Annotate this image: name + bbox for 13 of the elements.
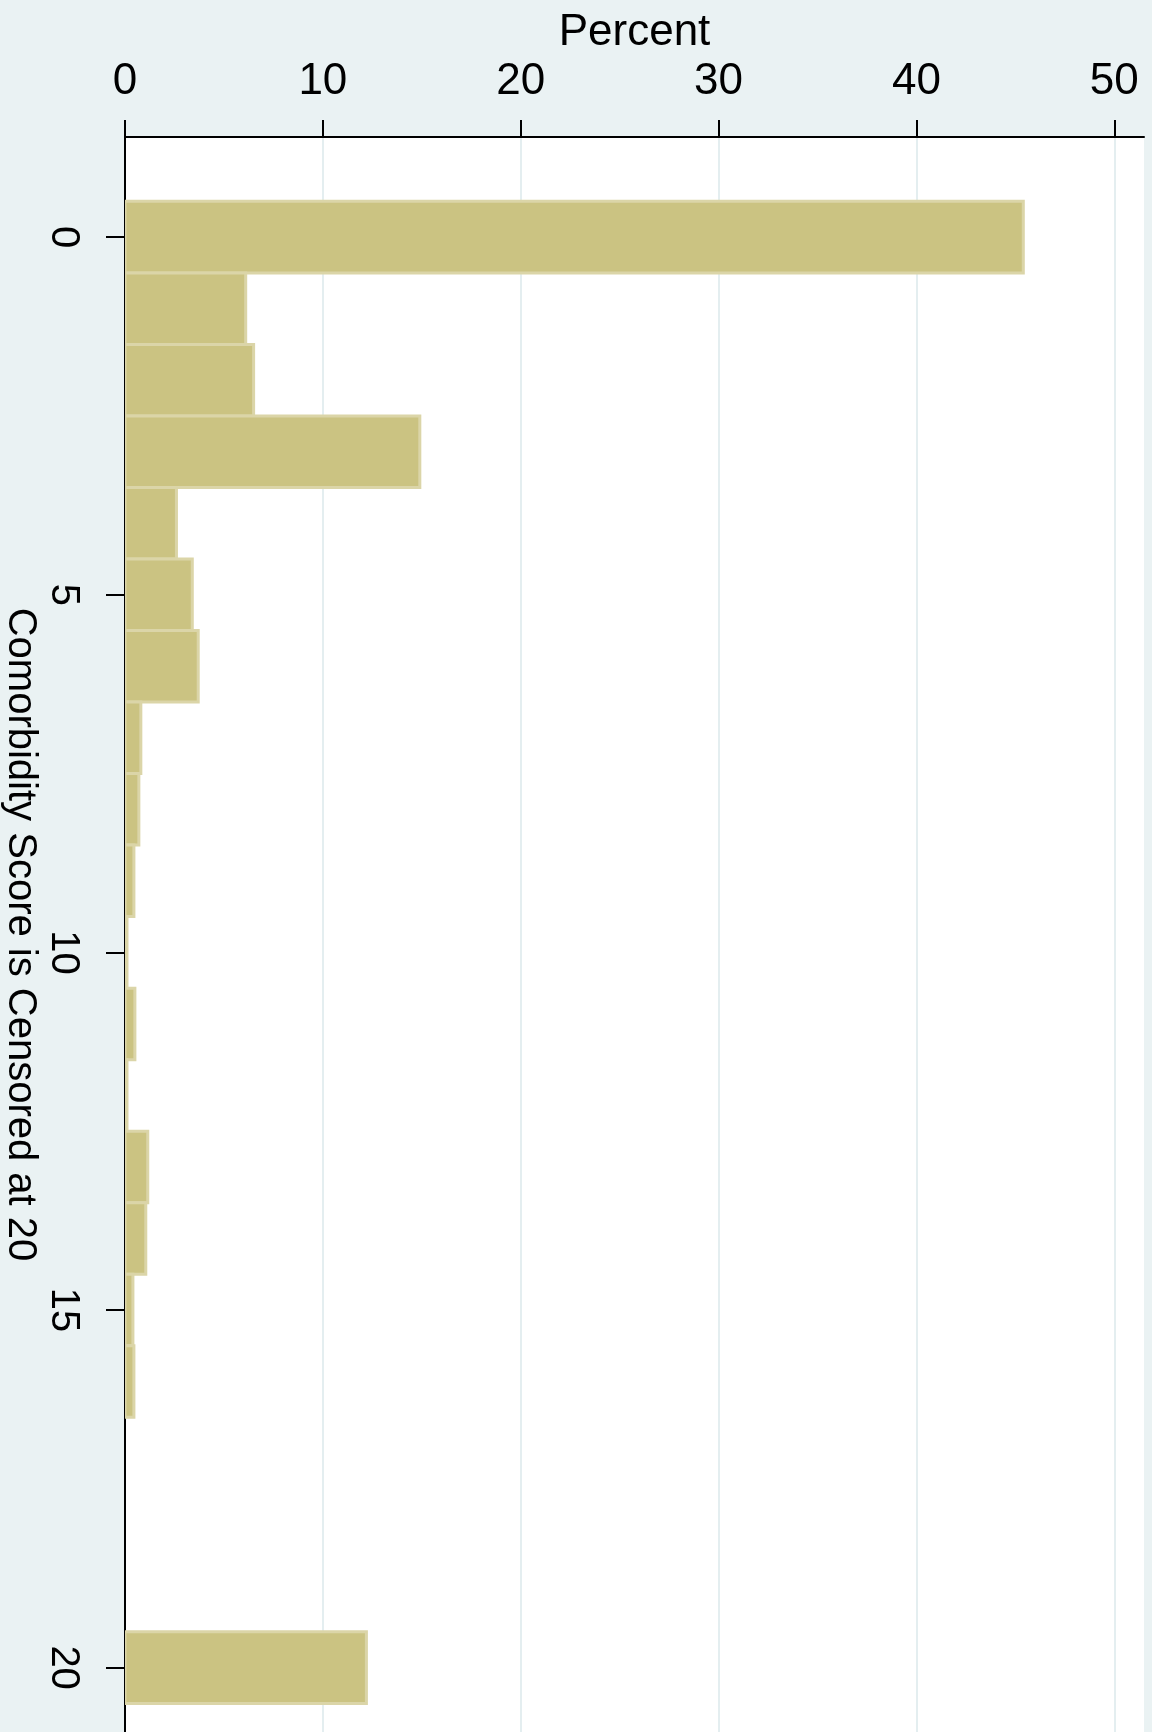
x-tick-label: 20 — [496, 53, 546, 103]
x-axis-title: Percent — [558, 4, 711, 54]
y-axis-title: Comorbidity Score is Censored at 20 — [1, 607, 45, 1262]
x-tick-label: 0 — [112, 53, 138, 103]
y-tick-label: 15 — [44, 1287, 88, 1333]
y-tick-label: 5 — [44, 583, 88, 606]
y-tick-label: 20 — [44, 1645, 88, 1690]
y-tick-label: 10 — [44, 930, 88, 975]
x-tick-label: 40 — [891, 53, 941, 103]
y-tick-label: 0 — [44, 226, 88, 249]
x-tick-label: 50 — [1089, 53, 1139, 103]
x-tick-label: 10 — [298, 53, 348, 103]
x-tick-label: 30 — [694, 53, 744, 103]
